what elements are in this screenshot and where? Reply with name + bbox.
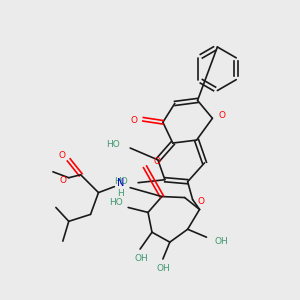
Text: HO: HO [115,177,128,186]
Text: O: O [58,152,65,160]
Text: OH: OH [214,237,228,246]
Text: O: O [197,197,204,206]
Text: H: H [117,189,124,198]
Text: OH: OH [134,254,148,263]
Text: HO: HO [106,140,120,148]
Text: OH: OH [157,264,171,273]
Text: O: O [219,111,226,120]
Text: N: N [117,178,124,188]
Text: O: O [59,176,66,185]
Text: HO: HO [110,198,123,207]
Text: O: O [153,158,161,166]
Text: O: O [130,116,138,125]
